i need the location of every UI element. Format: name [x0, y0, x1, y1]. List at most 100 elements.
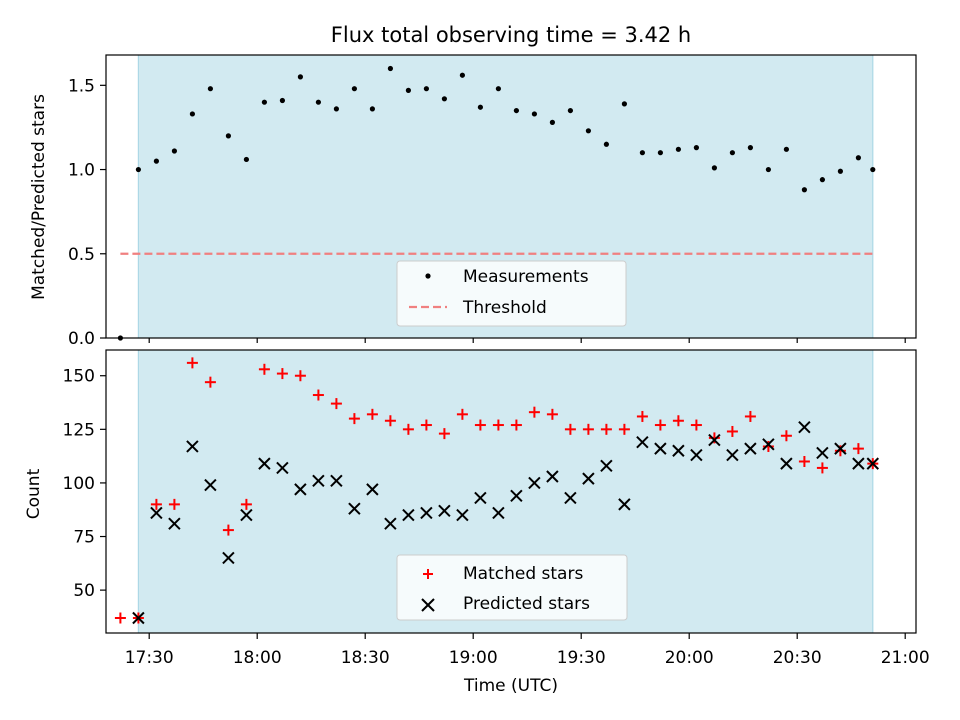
matched-star-marker: [474, 419, 486, 431]
predicted-star-marker: [222, 551, 235, 565]
matched-star-marker: [798, 455, 810, 467]
matched-star-marker: [168, 498, 180, 510]
matched-star-marker: [402, 423, 414, 435]
count-y-tick-label: 150: [63, 367, 95, 387]
matched-star-marker: [672, 415, 684, 427]
time-x-tick-label: 18:30: [341, 648, 390, 668]
predicted-marker-b: [582, 472, 595, 485]
measurement-point: [495, 86, 501, 92]
measurement-point: [207, 86, 213, 92]
time-x-tick-label: 19:00: [449, 648, 498, 668]
predicted-star-marker: [816, 446, 829, 460]
measurement-point: [171, 148, 177, 154]
ratio-y-tick-label: 0.0: [68, 329, 95, 349]
measurement-point: [513, 107, 520, 114]
measurement-point: [243, 156, 249, 163]
matched-star-marker: [546, 408, 558, 420]
predicted-marker-b: [636, 435, 649, 449]
measurement-point: [639, 150, 646, 156]
predicted-star-marker: [654, 442, 667, 455]
predicted-marker-b: [330, 474, 343, 487]
count-panel: 50 75 100 125 150 17:30 18:00 18:30 19:00 19:30 2…: [24, 349, 930, 696]
measurement-point: [783, 146, 790, 152]
matched-star-marker: [726, 425, 738, 437]
matched-star-marker: [654, 419, 666, 431]
predicted-star-marker: [186, 440, 199, 453]
measurement-point: [675, 146, 682, 152]
measurement-point: [135, 166, 141, 173]
predicted-star-marker: [546, 470, 559, 483]
ratio-panel: 0.0 0.5 1.0 1.5 Matched/Predicted stars Mea…: [29, 54, 917, 349]
predicted-marker-b: [510, 489, 523, 502]
matched-star-marker: [114, 612, 126, 624]
matched-star-marker: [744, 410, 756, 422]
count-y-tick-label: 75: [73, 528, 95, 548]
predicted-star-marker: [402, 508, 415, 522]
matched-star-marker: [564, 423, 576, 435]
matched-legend-marker: [423, 569, 433, 579]
predicted-star-marker: [438, 504, 451, 518]
measurement-point: [387, 65, 393, 72]
predicted-marker-b: [294, 483, 307, 496]
predicted-marker-b: [834, 442, 847, 455]
predicted-star-marker: [474, 491, 487, 505]
predicted-marker-b: [866, 457, 880, 470]
matched-star-marker: [240, 498, 252, 510]
ratio-panel-frame: [105, 54, 917, 339]
measurement-point: [567, 107, 574, 114]
ratio-y-tick-label: 0.5: [68, 245, 95, 265]
predicted-star-marker: [834, 442, 847, 455]
measurement-point: [870, 166, 876, 173]
predicted-star-marker: [366, 483, 379, 496]
matched-star-marker: [276, 368, 288, 380]
matched-star-marker: [816, 462, 828, 474]
matched-star-marker: [528, 406, 540, 418]
ratio-legend-label-measurements: Measurements: [463, 267, 589, 287]
predicted-star-marker: [150, 506, 163, 520]
measurement-point: [531, 111, 538, 117]
predicted-marker-b: [654, 442, 667, 455]
measurement-point: [693, 145, 700, 151]
matched-star-marker: [510, 419, 522, 431]
predicted-marker-b: [726, 448, 739, 462]
predicted-marker-b: [168, 517, 181, 530]
predicted-marker-b: [564, 491, 577, 505]
matched-star-marker: [618, 423, 630, 435]
measurement-point: [477, 104, 483, 110]
predicted-marker-b: [312, 474, 325, 487]
predicted-star-marker: [618, 498, 631, 511]
measurement-point: [549, 119, 556, 125]
measurement-point: [351, 86, 357, 92]
count-y-axis: 50 75 100 125 150: [63, 367, 106, 601]
measurement-point: [855, 155, 862, 161]
measurement-point: [189, 111, 195, 117]
chart-title: Flux total observing time = 3.42 h: [331, 23, 691, 47]
time-x-label: Time (UTC): [463, 676, 558, 696]
predicted-marker-b: [240, 508, 253, 522]
time-x-tick-label: 20:30: [773, 648, 822, 668]
matched-star-marker: [312, 389, 324, 401]
predicted-marker-b: [708, 433, 721, 447]
measurement-point: [333, 106, 339, 112]
predicted-star-marker: [312, 474, 325, 487]
ratio-y-axis: 0.0 0.5 1.0 1.5: [68, 76, 106, 349]
predicted-marker-b: [420, 506, 433, 520]
predicted-star-marker: [456, 508, 469, 522]
predicted-marker-b: [150, 506, 163, 520]
count-panel-frame: [105, 349, 917, 634]
matched-star-marker: [330, 398, 342, 410]
measurement-point: [621, 101, 628, 107]
count-legend-box: [396, 554, 628, 621]
ratio-legend-label-threshold: Threshold: [462, 298, 547, 318]
predicted-marker-b: [816, 446, 829, 460]
matched-star-marker: [348, 413, 360, 425]
measurements-legend-marker: [425, 273, 431, 279]
ratio-legend-box: [396, 260, 627, 327]
matched-star-marker: [456, 408, 468, 420]
matched-star-marker: [708, 432, 720, 444]
measurement-point: [279, 97, 285, 104]
measurement-point: [423, 86, 429, 92]
predicted-star-marker: [348, 502, 361, 515]
predicted-marker-b: [546, 470, 559, 483]
count-legend-label-matched: Matched stars: [463, 564, 583, 584]
